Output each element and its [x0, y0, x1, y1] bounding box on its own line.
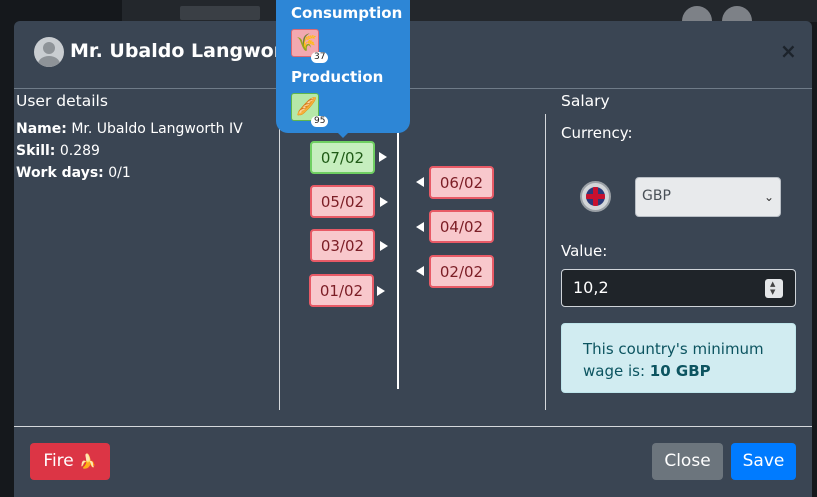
- salary-heading: Salary: [561, 92, 610, 110]
- name-value: Mr. Ubaldo Langworth IV: [71, 121, 243, 137]
- modal-header: Mr. Ubaldo Langworth ×: [14, 21, 812, 89]
- workdays-label: Work days:: [16, 165, 104, 181]
- value-label: Value:: [561, 242, 608, 260]
- timeline-day-0502[interactable]: 05/02: [310, 185, 375, 218]
- salary-value: 10,2: [573, 278, 609, 297]
- user-skill-row: Skill: 0.289: [16, 140, 246, 162]
- save-button[interactable]: Save: [731, 443, 796, 480]
- close-button[interactable]: Close: [652, 443, 723, 480]
- minimum-wage-alert: This country's minimum wage is: 10 GBP: [561, 323, 796, 393]
- chevron-down-icon: ⌄: [763, 190, 774, 204]
- salary-value-input[interactable]: 10,2 ▲ ▼: [561, 269, 796, 307]
- consumption-label: Consumption: [291, 4, 403, 22]
- timeline-day-0102[interactable]: 01/02: [309, 274, 374, 307]
- arrow-left-icon: [416, 266, 424, 276]
- arrow-right-icon: [379, 152, 387, 162]
- workdays-value: 0/1: [108, 165, 131, 181]
- timeline-day-0702[interactable]: 07/02: [310, 141, 375, 174]
- skill-label: Skill:: [16, 143, 56, 159]
- fire-label: Fire: [43, 451, 74, 471]
- timeline-day-0302[interactable]: 03/02: [310, 229, 375, 262]
- stepper-up-icon[interactable]: ▲: [770, 280, 776, 288]
- min-wage-text: This country's minimum wage is:: [583, 340, 764, 380]
- tooltip-pointer: [336, 131, 350, 138]
- column-divider-left: [279, 114, 280, 410]
- bread-icon: 🥖: [296, 97, 318, 117]
- modal-title: Mr. Ubaldo Langworth: [70, 40, 306, 62]
- arrow-left-icon: [416, 222, 424, 232]
- user-details-section: User details Name: Mr. Ubaldo Langworth …: [16, 92, 246, 184]
- currency-select-value: GBP: [642, 188, 671, 204]
- user-details-heading: User details: [16, 92, 108, 110]
- fire-button[interactable]: Fire 🍌: [30, 443, 110, 480]
- user-name-row: Name: Mr. Ubaldo Langworth IV: [16, 118, 246, 140]
- wheat-icon: 🌾: [296, 33, 318, 53]
- consumption-count: 37: [311, 52, 329, 63]
- stepper-down-icon[interactable]: ▼: [770, 288, 776, 296]
- min-wage-amount: 10 GBP: [649, 362, 711, 380]
- production-count: 95: [311, 116, 329, 127]
- timeline-day-0602[interactable]: 06/02: [429, 166, 494, 199]
- timeline-day-0202[interactable]: 02/02: [429, 255, 494, 288]
- name-label: Name:: [16, 121, 67, 137]
- avatar: [34, 37, 64, 67]
- arrow-right-icon: [380, 241, 388, 251]
- timeline-axis: [397, 126, 399, 389]
- number-stepper[interactable]: ▲ ▼: [765, 279, 783, 298]
- user-workdays-row: Work days: 0/1: [16, 162, 246, 184]
- banana-icon: 🍌: [79, 454, 97, 470]
- background-item: [180, 6, 260, 20]
- timeline-day-0402[interactable]: 04/02: [429, 210, 494, 243]
- uk-flag-icon: [580, 181, 611, 212]
- column-divider-right: [545, 114, 546, 410]
- footer-divider: [14, 426, 812, 427]
- skill-value: 0.289: [59, 143, 100, 159]
- production-label: Production: [291, 68, 384, 86]
- arrow-left-icon: [416, 177, 424, 187]
- arrow-right-icon: [377, 286, 385, 296]
- employee-modal: Mr. Ubaldo Langworth ×: [14, 21, 812, 497]
- currency-select[interactable]: GBP ⌄: [635, 177, 781, 217]
- currency-label: Currency:: [561, 124, 633, 142]
- resource-tooltip: Consumption 🌾 37 Production 🥖 95: [276, 0, 410, 133]
- close-icon[interactable]: ×: [780, 39, 797, 63]
- arrow-right-icon: [380, 197, 388, 207]
- salary-section: Salary Currency: Value:: [561, 92, 796, 260]
